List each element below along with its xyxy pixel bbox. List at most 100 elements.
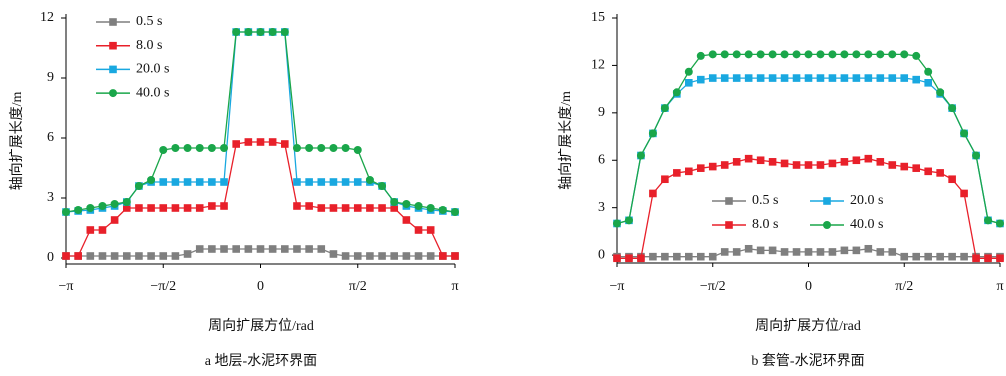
legend-marker: [725, 221, 733, 229]
data-point: [317, 144, 326, 152]
data-point: [293, 202, 301, 210]
data-point: [864, 50, 873, 59]
data-point: [305, 178, 313, 186]
data-point: [720, 161, 729, 169]
data-point: [912, 51, 921, 60]
data-point: [426, 204, 435, 212]
data-point: [208, 178, 216, 186]
data-point: [780, 248, 789, 256]
data-point: [378, 182, 387, 190]
data-point: [852, 156, 861, 165]
y-axis-title: 轴向扩展长度/m: [9, 92, 25, 191]
data-point: [414, 226, 423, 234]
data-point: [900, 74, 909, 82]
data-point: [171, 144, 180, 152]
data-point: [426, 226, 435, 234]
y-tick-label: 9: [598, 105, 605, 120]
data-point: [792, 50, 801, 59]
data-point: [900, 162, 909, 171]
legend-marker: [109, 65, 117, 74]
data-point: [660, 104, 669, 113]
data-point: [293, 245, 301, 253]
data-point: [451, 208, 459, 216]
data-point: [122, 252, 131, 260]
y-tick-label: 6: [47, 130, 54, 145]
data-point: [414, 252, 423, 260]
data-point: [744, 74, 753, 82]
data-point: [244, 28, 253, 36]
data-point: [661, 252, 669, 261]
data-point: [948, 252, 956, 261]
data-point: [110, 252, 119, 260]
data-point: [305, 202, 313, 210]
data-point: [256, 245, 265, 253]
data-point: [912, 252, 921, 261]
data-point: [673, 169, 681, 177]
data-point: [924, 79, 932, 87]
data-point: [996, 254, 1004, 263]
data-point: [353, 252, 362, 260]
y-tick-label: 15: [591, 10, 605, 25]
y-tick-label: 6: [598, 152, 605, 167]
data-point: [924, 167, 932, 176]
data-point: [220, 245, 228, 253]
data-point: [840, 158, 849, 166]
data-point: [924, 67, 933, 76]
data-point: [780, 50, 789, 59]
data-point: [159, 178, 168, 186]
y-tick-label: 3: [598, 200, 605, 215]
data-point: [648, 129, 657, 138]
x-tick-label: 0: [257, 279, 264, 294]
data-point: [912, 75, 921, 84]
data-point: [98, 252, 107, 260]
data-point: [960, 252, 968, 261]
data-point: [110, 216, 119, 224]
data-point: [195, 144, 204, 152]
data-point: [792, 248, 801, 256]
data-point: [768, 158, 777, 166]
data-point: [828, 248, 837, 256]
data-point: [888, 248, 897, 256]
data-point: [684, 67, 693, 76]
data-point: [768, 50, 777, 59]
x-axis-title: 周向扩展方位/rad: [755, 318, 861, 334]
data-point: [293, 178, 301, 186]
data-point: [624, 216, 633, 225]
data-point: [696, 164, 705, 172]
data-point: [317, 204, 326, 212]
series-line: [65, 31, 456, 213]
data-point: [613, 254, 621, 263]
data-point: [62, 252, 70, 260]
data-point: [135, 204, 143, 212]
data-point: [732, 50, 741, 59]
data-point: [828, 74, 837, 82]
data-point: [816, 74, 825, 82]
data-point: [876, 158, 885, 166]
data-point: [828, 50, 837, 59]
data-point: [828, 159, 837, 168]
x-tick-label: −π: [59, 279, 74, 294]
data-point: [649, 252, 657, 261]
data-point: [792, 161, 801, 169]
data-point: [816, 50, 825, 59]
data-point: [696, 51, 705, 60]
x-tick-label: π/2: [349, 279, 367, 294]
data-point: [390, 204, 399, 212]
series-line: [616, 77, 1001, 225]
data-point: [984, 254, 992, 263]
data-point: [720, 74, 729, 82]
data-point: [804, 161, 813, 169]
data-point: [147, 252, 155, 260]
data-point: [840, 74, 849, 82]
legend-marker: [109, 18, 117, 26]
data-point: [341, 144, 350, 152]
y-tick-label: 0: [47, 250, 54, 265]
data-point: [378, 252, 386, 260]
x-axis-title: 周向扩展方位/rad: [208, 318, 314, 334]
data-point: [852, 74, 861, 82]
data-point: [451, 252, 459, 260]
data-point: [756, 246, 765, 255]
data-point: [256, 138, 265, 146]
legend-marker: [823, 221, 831, 229]
data-point: [649, 189, 657, 198]
